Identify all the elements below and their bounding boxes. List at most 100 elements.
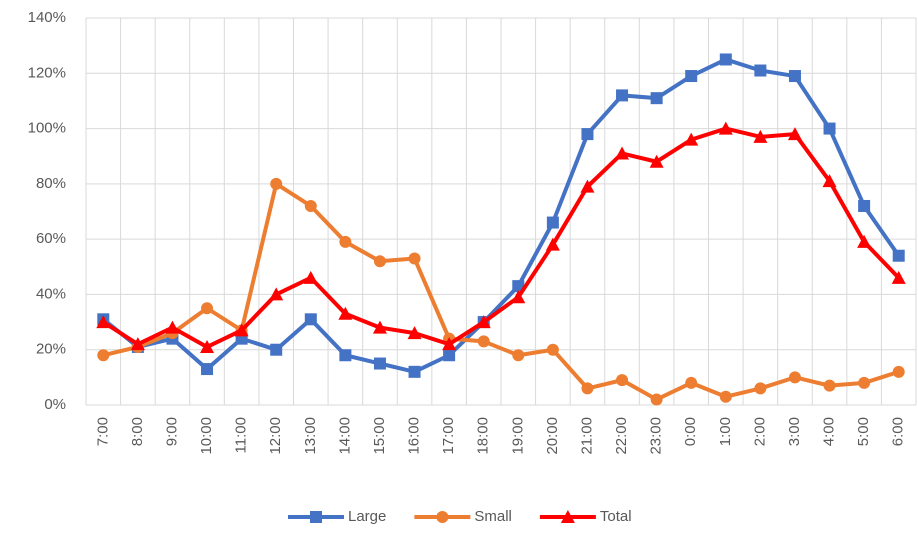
marker: [754, 64, 767, 77]
x-tick-label: 20:00: [544, 417, 561, 455]
marker: [823, 122, 836, 135]
marker: [788, 371, 801, 384]
marker: [269, 287, 284, 301]
x-tick-label: 13:00: [302, 417, 319, 455]
marker: [546, 343, 559, 356]
marker: [650, 393, 663, 406]
x-tick-label: 12:00: [267, 417, 284, 455]
marker: [754, 382, 767, 395]
x-tick-label: 16:00: [406, 417, 423, 455]
marker: [684, 132, 699, 146]
marker: [339, 235, 352, 248]
x-tick-label: 8:00: [129, 417, 146, 446]
marker: [787, 127, 802, 141]
marker: [857, 234, 872, 248]
series-line: [102, 126, 901, 349]
marker: [200, 339, 215, 353]
marker: [718, 121, 733, 135]
marker: [130, 337, 145, 351]
y-tick-label: 20%: [36, 341, 66, 358]
marker: [511, 290, 526, 304]
marker: [304, 199, 317, 212]
marker: [338, 306, 353, 320]
marker: [408, 252, 421, 265]
marker: [477, 335, 490, 348]
marker: [339, 349, 352, 362]
marker: [719, 390, 732, 403]
marker: [616, 89, 629, 102]
legend-label: Total: [600, 508, 632, 525]
marker: [373, 357, 386, 370]
marker: [201, 363, 214, 376]
x-tick-label: 14:00: [336, 417, 353, 455]
y-tick-label: 60%: [36, 230, 66, 247]
x-tick-label: 0:00: [682, 417, 699, 446]
marker: [512, 349, 525, 362]
x-tick-label: 6:00: [890, 417, 907, 446]
marker: [270, 177, 283, 190]
marker: [823, 379, 836, 392]
marker: [270, 343, 283, 356]
legend-label: Small: [474, 508, 512, 525]
marker: [892, 249, 905, 262]
x-tick-label: 9:00: [163, 417, 180, 446]
marker: [649, 154, 664, 168]
x-tick-label: 18:00: [475, 417, 492, 455]
x-tick-label: 17:00: [440, 417, 457, 455]
y-tick-label: 80%: [36, 175, 66, 192]
marker: [822, 174, 837, 188]
marker: [788, 70, 801, 83]
marker: [546, 216, 559, 229]
x-tick-label: 4:00: [821, 417, 838, 446]
y-tick-label: 100%: [28, 120, 66, 137]
marker: [560, 510, 575, 523]
marker: [616, 374, 629, 387]
series-line: [102, 181, 900, 402]
marker: [97, 349, 110, 362]
x-tick-label: 11:00: [233, 417, 250, 453]
marker: [303, 270, 318, 284]
marker: [891, 270, 906, 284]
x-tick-label: 5:00: [855, 417, 872, 446]
marker: [408, 365, 421, 378]
marker: [442, 337, 457, 351]
x-tick-label: 15:00: [371, 417, 388, 455]
x-tick-label: 22:00: [613, 417, 630, 455]
marker: [615, 146, 630, 160]
marker: [476, 315, 491, 329]
marker: [545, 237, 560, 251]
legend-label: Large: [348, 508, 386, 525]
marker: [858, 199, 871, 212]
marker: [892, 365, 905, 378]
y-tick-label: 140%: [28, 9, 66, 26]
marker: [858, 376, 871, 389]
marker: [650, 92, 663, 105]
marker: [201, 302, 214, 315]
marker: [719, 53, 732, 66]
marker: [407, 326, 422, 340]
marker: [580, 179, 595, 193]
x-tick-label: 10:00: [198, 417, 215, 455]
x-tick-label: 1:00: [717, 417, 734, 446]
x-tick-label: 19:00: [509, 417, 526, 455]
marker: [373, 255, 386, 268]
marker: [685, 376, 698, 389]
marker: [372, 320, 387, 334]
x-tick-label: 3:00: [786, 417, 803, 446]
marker: [310, 511, 322, 523]
marker: [581, 128, 594, 141]
marker: [304, 313, 317, 326]
marker: [165, 320, 180, 334]
marker: [581, 382, 594, 395]
marker: [436, 511, 449, 523]
marker: [443, 349, 456, 362]
x-tick-label: 23:00: [648, 417, 665, 455]
marker: [685, 70, 698, 83]
y-tick-label: 0%: [44, 396, 66, 413]
x-tick-label: 21:00: [578, 417, 595, 455]
x-tick-label: 7:00: [94, 417, 111, 446]
marker: [753, 129, 768, 143]
y-tick-label: 120%: [28, 64, 66, 81]
y-tick-label: 40%: [36, 285, 66, 302]
